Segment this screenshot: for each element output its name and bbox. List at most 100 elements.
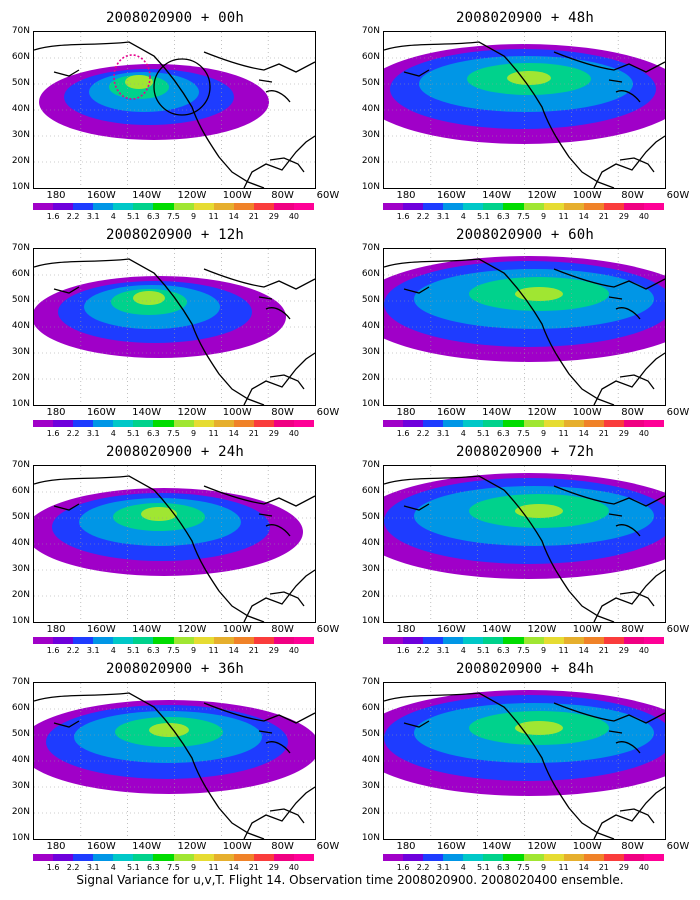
colorbar-swatch xyxy=(213,854,234,861)
coastline-4 xyxy=(269,157,305,173)
colorbar-swatch xyxy=(193,203,214,210)
lat-label: 20N xyxy=(11,156,30,166)
colorbar-swatch xyxy=(273,854,295,861)
coastline-1 xyxy=(593,786,665,839)
colorbar-swatch xyxy=(253,420,274,427)
colorbar-swatch xyxy=(193,637,214,644)
coastline-group xyxy=(34,475,315,622)
colorbar-label: 40 xyxy=(288,212,300,221)
lon-label: 160W xyxy=(436,624,466,635)
colorbar-label: 9 xyxy=(541,212,547,221)
coastline-1 xyxy=(593,569,665,622)
colorbar-label: 11 xyxy=(558,429,569,438)
colorbar-label: 2.2 xyxy=(66,429,80,438)
colorbar-label: 21 xyxy=(598,646,609,655)
lon-label: 160W xyxy=(436,841,466,852)
colorbar-label: 40 xyxy=(638,212,650,221)
colorbar-label: 9 xyxy=(191,646,197,655)
colorbar-swatch xyxy=(73,420,94,427)
lon-label: 140W xyxy=(132,841,162,852)
lat-label: 50N xyxy=(361,295,380,305)
map-panel: 2008020900 + 12h 70N 60N 50N 40N 30N 20N 10N 180… xyxy=(0,221,350,438)
colorbar-label: 14 xyxy=(578,212,589,221)
lat-label: 30N xyxy=(361,564,380,574)
colorbar-swatch xyxy=(33,637,54,644)
lat-label: 30N xyxy=(361,781,380,791)
colorbar-label: 6.3 xyxy=(497,863,510,872)
colorbar-swatch xyxy=(273,637,295,644)
map-svg xyxy=(34,32,315,188)
colorbar-swatch xyxy=(233,854,254,861)
lon-label: 180 xyxy=(46,190,66,201)
colorbar-label: 9 xyxy=(191,212,197,221)
colorbar-label: 5.1 xyxy=(476,863,490,872)
coastline-group xyxy=(384,258,665,405)
map-svg xyxy=(34,249,315,405)
lat-label: 40N xyxy=(11,538,30,548)
colorbar xyxy=(33,203,315,210)
lon-label: 80W xyxy=(271,624,294,635)
colorbar-label: 5.1 xyxy=(126,212,140,221)
colorbar-swatch xyxy=(644,420,665,427)
colorbar-swatch xyxy=(133,420,154,427)
panel-title: 2008020900 + 84h xyxy=(455,661,595,677)
coastline-2 xyxy=(553,702,665,724)
colorbar-label: 4 xyxy=(460,863,466,872)
coastline-3 xyxy=(258,79,291,103)
colorbar-label: 1.6 xyxy=(46,646,60,655)
figure-caption: Signal Variance for u,v,T. Flight 14. Ob… xyxy=(76,873,624,887)
lon-label: 160W xyxy=(436,407,466,418)
colorbar-swatch xyxy=(273,420,295,427)
lat-label: 70N xyxy=(11,243,30,253)
lon-label: 60W xyxy=(316,624,340,635)
colorbar-label: 29 xyxy=(268,429,279,438)
lat-label: 40N xyxy=(11,321,30,331)
colorbar-swatch xyxy=(133,637,154,644)
coastline-group xyxy=(34,692,315,839)
colorbar-label: 40 xyxy=(638,863,650,872)
map-svg xyxy=(384,466,665,622)
colorbar-swatch xyxy=(423,203,444,210)
colorbar xyxy=(383,420,665,427)
panel-title: 2008020900 + 48h xyxy=(455,10,595,26)
colorbar-swatch xyxy=(233,637,254,644)
variance-band xyxy=(507,71,551,85)
colorbar-swatch xyxy=(443,637,464,644)
coastline-4 xyxy=(269,808,305,824)
lon-label: 60W xyxy=(666,841,690,852)
lat-label: 50N xyxy=(11,512,30,522)
coastline-5 xyxy=(53,503,80,511)
colorbar-swatch xyxy=(93,637,114,644)
map-svg xyxy=(384,32,665,188)
colorbar-label: 5.1 xyxy=(476,646,490,655)
colorbar-label: 1.6 xyxy=(396,646,410,655)
colorbar-label: 1.6 xyxy=(46,863,60,872)
colorbar-swatch xyxy=(503,854,524,861)
colorbar-swatch xyxy=(273,203,295,210)
coastline-5 xyxy=(403,503,430,511)
lon-label: 160W xyxy=(86,624,116,635)
colorbar-swatch xyxy=(294,854,315,861)
colorbar-label: 4 xyxy=(110,212,116,221)
colorbar-swatch xyxy=(173,203,194,210)
colorbar-swatch xyxy=(173,637,194,644)
graticule xyxy=(34,32,315,188)
colorbar-swatch xyxy=(53,854,74,861)
colorbar-label: 14 xyxy=(228,212,239,221)
variance-map xyxy=(33,31,316,189)
lat-label: 50N xyxy=(361,512,380,522)
colorbar-label: 3.1 xyxy=(86,646,100,655)
lon-label: 180 xyxy=(396,190,416,201)
lon-label: 60W xyxy=(316,190,340,201)
lat-label: 20N xyxy=(11,373,30,383)
colorbar-label: 4 xyxy=(110,863,116,872)
lat-label: 60N xyxy=(11,703,30,713)
coastline-group xyxy=(34,258,315,405)
lon-label: 180 xyxy=(46,407,66,418)
lat-label: 20N xyxy=(361,590,380,600)
lon-label: 80W xyxy=(621,624,644,635)
lat-label: 10N xyxy=(361,833,380,843)
lat-label: 20N xyxy=(11,807,30,817)
colorbar-label: 29 xyxy=(268,863,279,872)
colorbar-swatch xyxy=(463,637,484,644)
